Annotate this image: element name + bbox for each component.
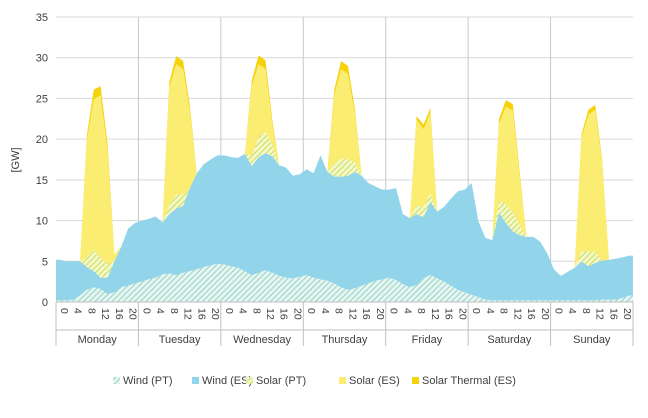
x-day-label: Monday [78,334,118,346]
legend-label: Wind (PT) [123,375,173,387]
x-day-label: Thursday [322,334,368,346]
x-hour-tick-label: 0 [388,308,400,314]
area-wind-pt [56,263,633,302]
legend-swatch [192,377,199,384]
legend-swatch [412,377,419,384]
legend: Wind (PT) Wind (ES) Solar (PT) Solar (ES) So… [113,375,516,387]
legend-label: Solar (PT) [256,375,306,387]
x-hour-tick-label: 4 [319,308,331,314]
x-hour-tick-label: 8 [85,308,97,314]
x-hour-tick-label: 0 [223,308,235,314]
x-hour-tick-label: 16 [278,308,290,320]
x-hour-tick-label: 4 [401,308,413,314]
x-day-label: Tuesday [159,334,201,346]
x-hour-tick-label: 0 [140,308,152,314]
x-hour-tick-label: 8 [415,308,427,314]
x-hour-tick-label: 12 [511,308,523,320]
x-hour-tick-label: 20 [374,308,386,320]
x-hour-tick-label: 12 [346,308,358,320]
x-hour-tick-label: 20 [621,308,633,320]
y-tick-label: 35 [36,12,48,24]
x-hour-tick-label: 16 [360,308,372,320]
x-hour-tick-label: 4 [484,308,496,314]
area-solar-es [56,64,633,276]
legend-label: Solar Thermal (ES) [422,375,516,387]
area-wind-es [56,153,633,301]
y-tick-label: 10 [36,216,48,228]
y-tick-label: 15 [36,175,48,187]
x-hour-tick-label: 4 [237,308,249,314]
x-hour-tick-label: 16 [525,308,537,320]
legend-swatch [339,377,346,384]
x-hour-tick-label: 12 [594,308,606,320]
x-hour-tick-label: 8 [168,308,180,314]
x-hour-tick-label: 16 [443,308,455,320]
y-tick-label: 0 [42,297,48,309]
x-hour-tick-label: 4 [566,308,578,314]
legend-swatch [246,377,253,384]
x-hour-tick-label: 12 [99,308,111,320]
x-hour-tick-label: 4 [154,308,166,314]
x-day-label: Sunday [573,334,611,346]
y-tick-label: 25 [36,93,48,105]
y-tick-label: 20 [36,134,48,146]
x-day-label: Friday [412,334,443,346]
x-hour-tick-label: 16 [113,308,125,320]
x-hour-tick-label: 0 [58,308,70,314]
x-hour-tick-label: 20 [456,308,468,320]
x-hour-tick-label: 12 [182,308,194,320]
x-hour-tick-label: 12 [264,308,276,320]
x-hour-tick-label: 20 [209,308,221,320]
x-hour-tick-label: 0 [553,308,565,314]
x-hour-tick-label: 16 [195,308,207,320]
x-hour-tick-label: 12 [429,308,441,320]
x-hour-tick-label: 16 [608,308,620,320]
x-hour-tick-label: 20 [539,308,551,320]
y-tick-label: 30 [36,53,48,65]
legend-label: Wind (ES) [202,375,252,387]
area-series [56,55,633,302]
x-hour-tick-label: 20 [292,308,304,320]
area-solar-pt [56,131,633,278]
x-hour-tick-label: 4 [72,308,84,314]
legend-swatch [113,377,120,384]
x-hour-tick-label: 20 [127,308,139,320]
y-axis-label: [GW] [10,147,22,172]
x-hour-tick-label: 8 [498,308,510,314]
x-hour-tick-label: 0 [305,308,317,314]
x-hour-tick-label: 8 [333,308,345,314]
x-hour-tick-label: 8 [580,308,592,314]
x-day-label: Saturday [487,334,532,346]
y-tick-label: 5 [42,256,48,268]
x-hour-tick-label: 0 [470,308,482,314]
x-day-label: Wednesday [233,334,291,346]
legend-label: Solar (ES) [349,375,400,387]
x-hour-tick-label: 8 [250,308,262,314]
